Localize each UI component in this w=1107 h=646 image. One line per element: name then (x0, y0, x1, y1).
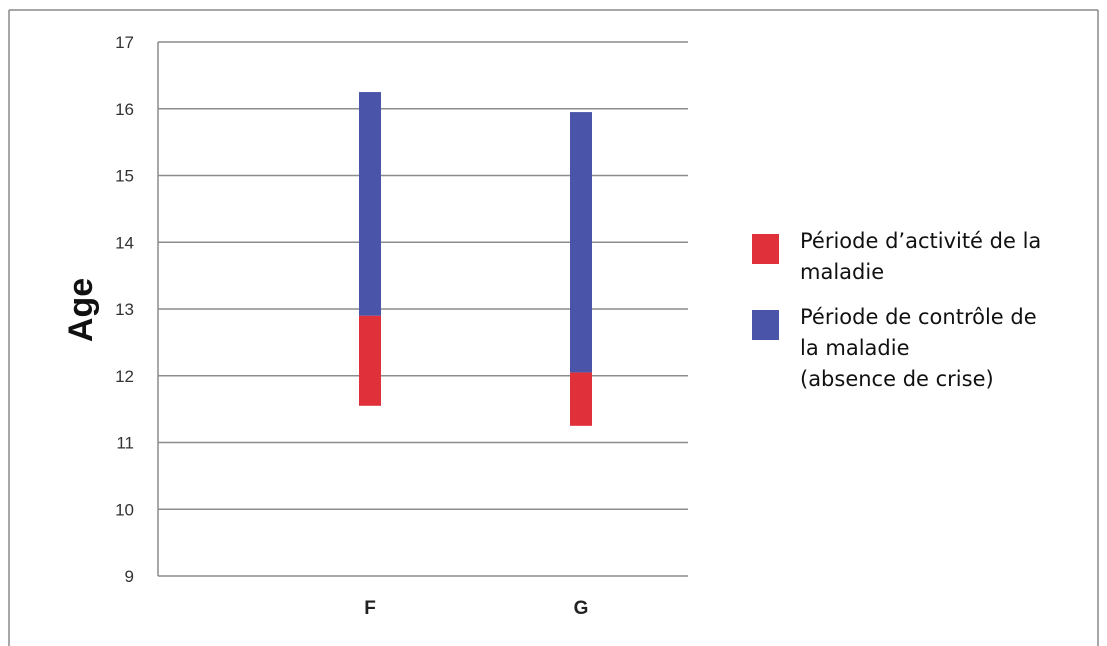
legend-label-activity: Période d’activité de la maladie (800, 229, 1042, 284)
y-tick-label: 12 (115, 367, 134, 386)
y-tick-label: 11 (116, 434, 134, 453)
legend-item-activity: Période d’activité de la maladie (752, 226, 1092, 288)
legend-item-control: Période de contrôle de la maladie (absen… (752, 302, 1092, 395)
bar-control-F (359, 92, 381, 316)
y-tick-label: 9 (125, 567, 134, 586)
y-tick-label: 15 (115, 167, 134, 186)
bars (359, 92, 592, 426)
legend-swatch-activity (752, 234, 779, 264)
legend-label-control: Période de contrôle de la maladie (absen… (800, 305, 1037, 391)
y-tick-label: 10 (115, 500, 134, 519)
legend-swatch-control (752, 310, 779, 340)
x-category-label: F (364, 598, 376, 619)
bar-control-G (570, 112, 592, 373)
y-tick-labels: 9 10 11 12 13 14 15 16 17 (115, 33, 134, 586)
y-tick-label: 13 (115, 300, 134, 319)
bar-activity-F (359, 315, 381, 406)
y-tick-label: 14 (115, 233, 134, 252)
y-tick-label: 16 (115, 100, 134, 119)
gridlines (158, 41, 688, 510)
legend: Période d’activité de la maladie Période… (752, 226, 1092, 409)
x-category-label: G (574, 598, 589, 619)
axes (157, 42, 688, 577)
y-axis-label: Age (62, 278, 100, 342)
y-tick-label: 17 (115, 33, 134, 52)
bar-activity-G (570, 372, 592, 426)
